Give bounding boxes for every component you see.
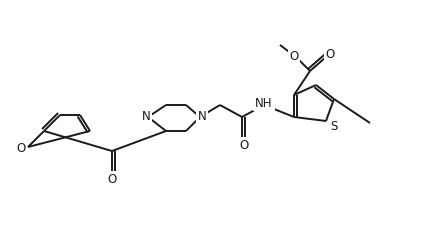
Text: NH: NH [255, 97, 273, 110]
Text: O: O [290, 49, 299, 62]
Text: O: O [239, 139, 249, 152]
Text: N: N [142, 110, 150, 123]
Text: S: S [330, 119, 338, 132]
Text: N: N [198, 110, 206, 123]
Text: O: O [107, 173, 116, 186]
Text: O: O [17, 142, 26, 155]
Text: O: O [325, 47, 334, 60]
